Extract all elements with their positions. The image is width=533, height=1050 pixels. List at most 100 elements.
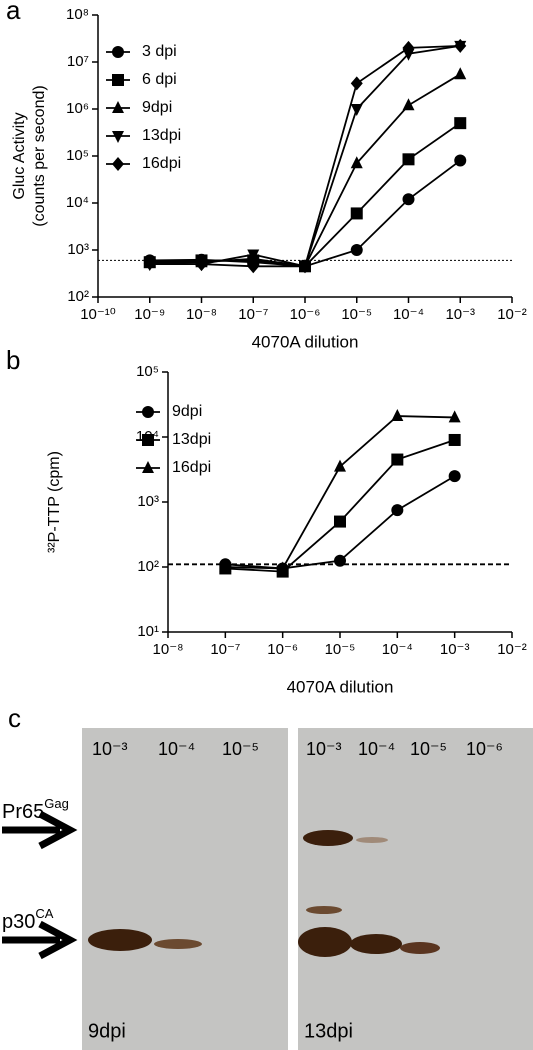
legend-label: 16dpi: [172, 459, 211, 476]
lane-label: 10⁻⁴: [158, 739, 195, 759]
series-line: [149, 159, 461, 268]
band-marker-sup: CA: [35, 906, 53, 921]
band: [400, 942, 440, 954]
x-tick-label: 10⁻⁷: [210, 641, 240, 658]
legend-marker: [112, 46, 124, 58]
marker: [247, 249, 260, 262]
legend-label: 9dpi: [172, 403, 202, 420]
y-tick-label: 10²: [137, 558, 159, 575]
band: [306, 906, 342, 914]
band-marker-text: p30: [2, 911, 35, 933]
marker: [143, 256, 156, 271]
x-tick-label: 10⁻³: [445, 306, 475, 323]
marker: [276, 561, 289, 574]
band: [303, 830, 353, 846]
marker: [334, 515, 346, 528]
marker: [391, 504, 404, 517]
lane-label: 10⁻³: [92, 739, 128, 759]
arrow: [2, 810, 78, 850]
x-tick-label: 10⁻⁸: [153, 641, 184, 658]
legend-marker: [142, 434, 154, 446]
y-tick-label: 10⁵: [66, 147, 89, 164]
x-tick-label: 10⁻⁵: [325, 641, 356, 658]
marker: [402, 98, 415, 111]
band: [88, 929, 152, 951]
y-tick-label: 10⁷: [67, 53, 89, 70]
legend-label: 16dpi: [142, 155, 181, 172]
legend-label: 13dpi: [142, 127, 181, 144]
marker: [334, 459, 346, 472]
legend-marker: [142, 406, 154, 418]
legend-label: 6 dpi: [142, 71, 177, 88]
x-tick-label: 10⁻⁶: [267, 641, 298, 658]
band: [154, 939, 202, 949]
x-tick-label: 10⁻⁹: [134, 306, 165, 323]
marker: [350, 156, 363, 169]
legend-label: 13dpi: [172, 431, 211, 448]
legend-label: 3 dpi: [142, 43, 177, 60]
band-marker-sup: Gag: [44, 796, 69, 811]
blot-caption: 9dpi: [88, 1020, 126, 1042]
panel-label: a: [6, 0, 21, 25]
marker: [448, 410, 461, 423]
series-line: [149, 73, 461, 268]
marker: [350, 104, 363, 116]
lane-label: 10⁻⁵: [222, 739, 259, 759]
x-tick-label: 10⁻⁶: [290, 306, 321, 323]
y-tick-label: 10⁴: [66, 194, 89, 211]
y-axis-label: ³²P-TTP (cpm): [46, 451, 63, 553]
marker: [402, 193, 415, 206]
lane-label: 10⁻⁴: [358, 739, 395, 759]
x-tick-label: 10⁻³: [440, 641, 470, 658]
legend-marker: [142, 461, 154, 473]
band: [350, 934, 402, 954]
x-tick-label: 10⁻²: [497, 306, 527, 323]
blot-panel: [82, 728, 288, 1050]
marker: [448, 433, 461, 446]
marker: [334, 554, 346, 567]
y-tick-label: 10⁸: [66, 6, 89, 23]
legend-marker: [112, 157, 124, 171]
x-tick-label: 10⁻⁵: [341, 306, 372, 323]
marker: [299, 259, 311, 274]
lane-label: 10⁻⁶: [466, 739, 503, 759]
y-tick-label: 10³: [137, 493, 159, 510]
blot-caption: 13dpi: [304, 1020, 353, 1042]
marker: [448, 470, 461, 483]
legend-marker: [112, 101, 124, 113]
band-marker-label: Pr65Gag: [2, 796, 69, 823]
lane-label: 10⁻³: [306, 739, 342, 759]
band-marker-label: p30CA: [2, 906, 54, 933]
legend-marker: [112, 74, 124, 86]
band: [356, 837, 388, 843]
marker: [219, 560, 232, 572]
x-tick-label: 10⁻⁴: [382, 641, 413, 658]
marker: [454, 117, 467, 130]
marker: [350, 207, 363, 220]
marker: [454, 38, 467, 53]
band: [298, 927, 352, 957]
y-tick-label: 10⁶: [66, 100, 89, 117]
marker: [350, 244, 363, 256]
marker: [454, 67, 467, 80]
series-line: [225, 415, 455, 570]
arrow: [2, 920, 78, 960]
x-tick-label: 10⁻⁸: [186, 306, 217, 323]
x-tick-label: 10⁻⁴: [393, 306, 424, 323]
x-tick-label: 10⁻²: [497, 641, 527, 658]
marker: [391, 409, 404, 422]
band-marker-text: Pr65: [2, 801, 44, 823]
panel-label: c: [8, 703, 21, 733]
y-tick-label: 10¹: [137, 623, 159, 640]
y-axis-label: (counts per second): [31, 85, 48, 226]
panel-label: b: [6, 345, 20, 375]
lane-label: 10⁻⁵: [410, 739, 447, 759]
y-tick-label: 10⁵: [136, 363, 159, 380]
blot-panel: [298, 728, 533, 1050]
x-axis-label: 4070A dilution: [287, 677, 394, 696]
legend-marker: [112, 131, 124, 143]
marker: [247, 259, 260, 274]
y-tick-label: 10³: [67, 241, 89, 258]
x-tick-label: 10⁻⁷: [238, 306, 268, 323]
y-axis-label: Gluc Activity: [11, 112, 28, 199]
